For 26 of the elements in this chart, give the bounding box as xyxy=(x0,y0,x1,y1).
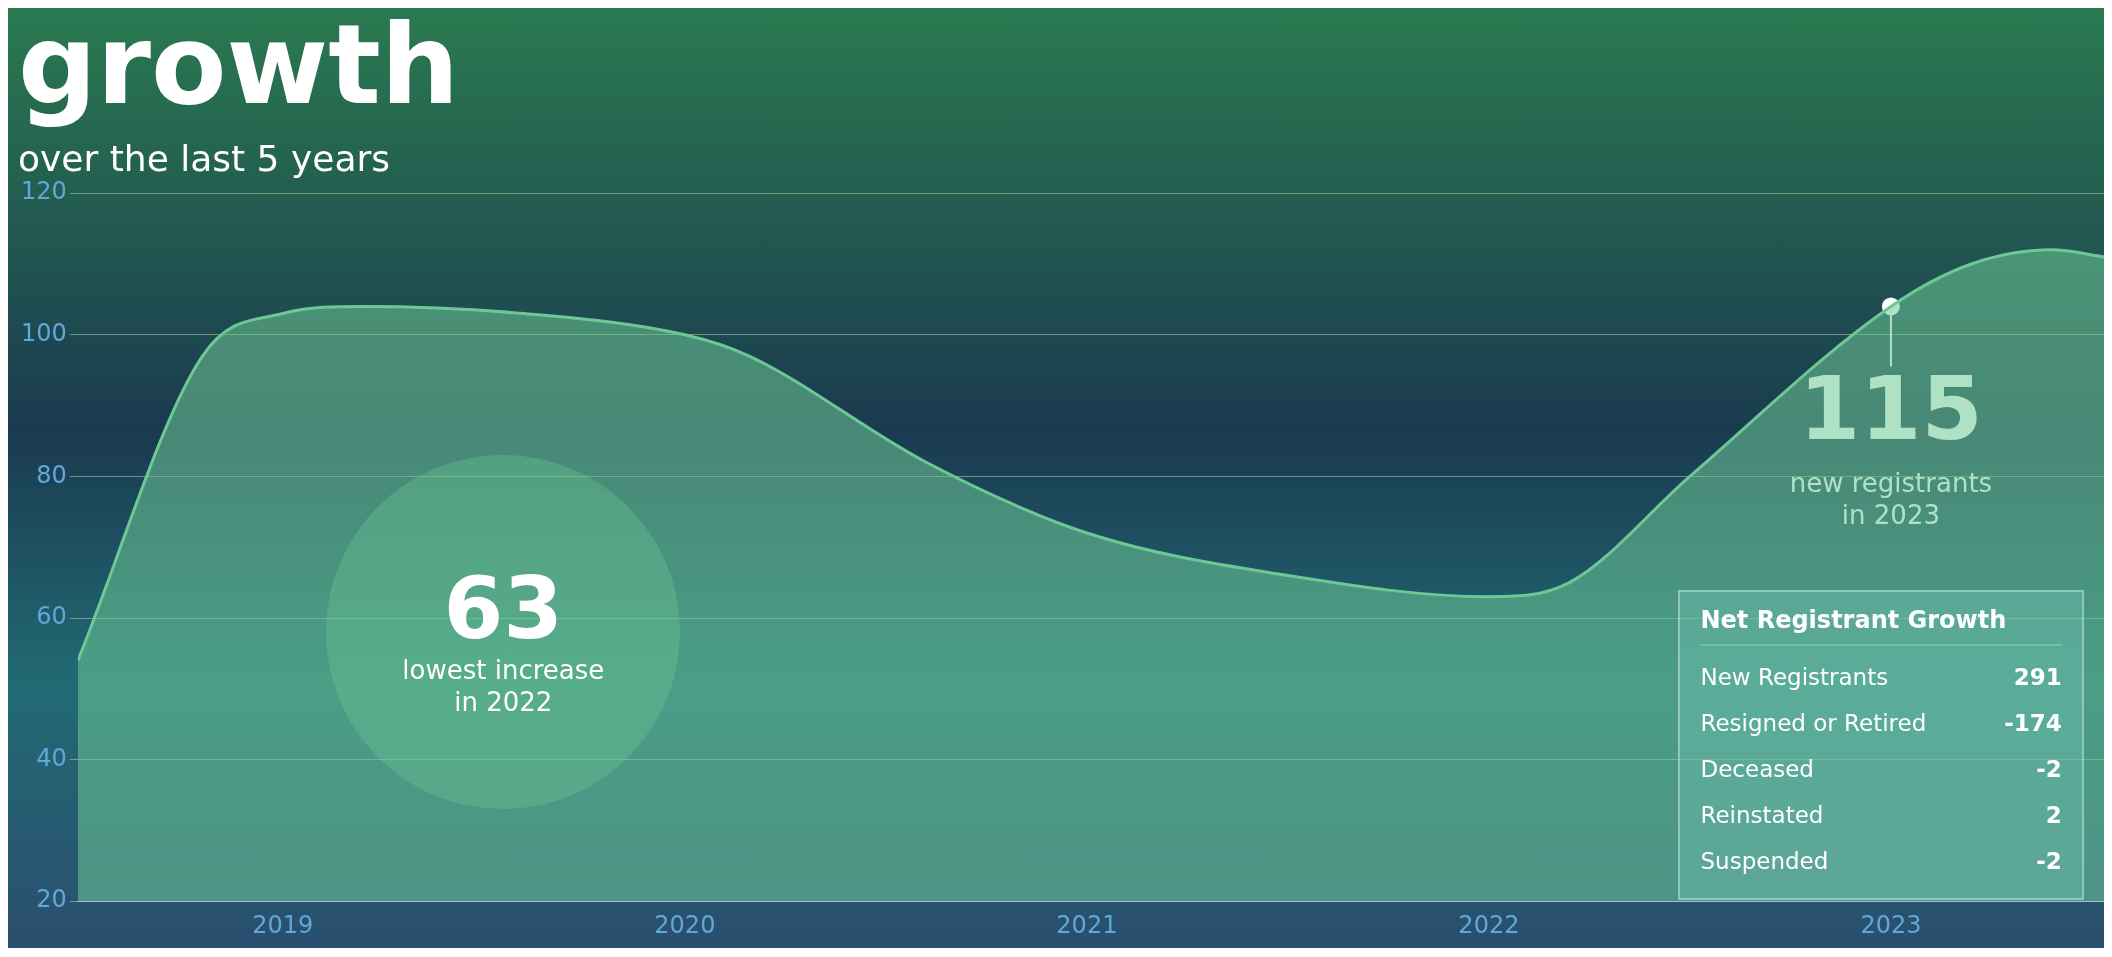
x-tick-label: 2021 xyxy=(1056,910,1118,939)
category-label: Resigned or Retired xyxy=(1700,708,1927,738)
data-label: -2 xyxy=(2036,754,2062,784)
x-tick-label: 2020 xyxy=(654,910,716,939)
category-label: New Registrants xyxy=(1700,662,1889,692)
text: Net Registrant Growth xyxy=(1700,605,2062,646)
y-tick-label: 100 xyxy=(21,319,67,348)
data-label: -2 xyxy=(2036,846,2062,876)
annotation: 115 xyxy=(1799,357,1983,461)
chart-subtitle: over the last 5 years xyxy=(18,137,391,179)
data-label: 291 xyxy=(2013,662,2062,692)
x-tick-label: 2019 xyxy=(252,910,314,939)
y-tick-label: 40 xyxy=(36,743,67,772)
data-label: 2 xyxy=(2045,800,2062,830)
y-tick-label: 60 xyxy=(36,602,67,631)
y-tick-label: 80 xyxy=(36,460,67,489)
data-label: -174 xyxy=(2004,708,2062,738)
category-label: Reinstated xyxy=(1700,800,1824,830)
category-label: Suspended xyxy=(1700,846,1829,876)
y-tick-label: 120 xyxy=(21,177,67,206)
category-label: Deceased xyxy=(1700,754,1814,784)
x-tick-label: 2022 xyxy=(1458,910,1520,939)
y-tick-label: 20 xyxy=(36,885,67,914)
x-tick-label: 2023 xyxy=(1860,910,1922,939)
annotation: new registrants in 2023 xyxy=(1789,468,1993,531)
chart-title: growth xyxy=(18,0,460,129)
